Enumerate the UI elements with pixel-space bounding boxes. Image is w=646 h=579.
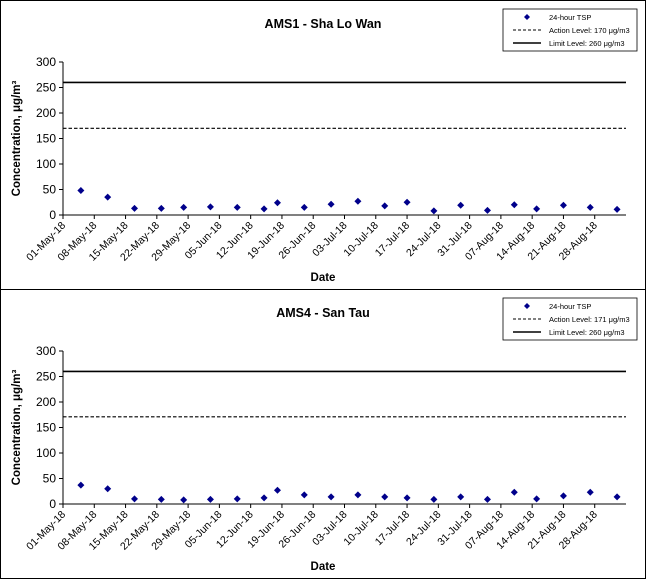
chart-panel-ams1: AMS1 - Sha Lo Wan 24-hour TSP Action Level… xyxy=(0,0,646,290)
y-tick-label: 250 xyxy=(36,370,56,384)
chart-title: AMS1 - Sha Lo Wan xyxy=(265,17,382,31)
chart-panel-ams4: AMS4 - San Tau 24-hour TSP Action Level: 1… xyxy=(0,289,646,579)
x-axis-title: Date xyxy=(311,272,336,284)
y-tick-label: 150 xyxy=(36,132,56,146)
legend: 24-hour TSP Action Level: 171 μg/m3 Limit … xyxy=(502,297,638,341)
data-point xyxy=(457,201,465,209)
data-point xyxy=(430,207,438,215)
data-point xyxy=(586,203,594,211)
data-point xyxy=(327,493,335,501)
data-point xyxy=(430,495,438,503)
y-tick-label: 300 xyxy=(36,344,56,358)
y-axis-title: Concentration, μg/m³ xyxy=(11,370,23,486)
legend-marker-tsp xyxy=(524,303,530,309)
legend-marker-tsp xyxy=(524,14,530,20)
data-point xyxy=(157,495,165,503)
data-point xyxy=(533,495,541,503)
data-point xyxy=(300,491,308,499)
data-point xyxy=(130,495,138,503)
legend-entry: Limit Level: 260 μg/m3 xyxy=(549,328,625,337)
legend-entry: Action Level: 170 μg/m3 xyxy=(549,26,630,35)
data-point xyxy=(510,488,518,496)
data-point xyxy=(180,203,188,211)
x-axis-title: Date xyxy=(311,561,336,573)
y-axis-title: Concentration, μg/m³ xyxy=(11,81,23,197)
data-point xyxy=(354,197,362,205)
data-point xyxy=(457,493,465,501)
data-point xyxy=(273,486,281,494)
data-point xyxy=(327,200,335,208)
data-point xyxy=(559,201,567,209)
y-tick-label: 200 xyxy=(36,106,56,120)
y-tick-label: 50 xyxy=(43,183,57,197)
data-point xyxy=(403,494,411,502)
chart-ams4: AMS4 - San Tau 24-hour TSP Action Level: 1… xyxy=(11,297,638,573)
legend-entry: 24-hour TSP xyxy=(549,13,591,22)
data-point xyxy=(77,481,85,489)
y-tick-label: 100 xyxy=(36,446,56,460)
data-point xyxy=(206,203,214,211)
data-point xyxy=(104,485,112,493)
data-point xyxy=(104,193,112,201)
data-point xyxy=(483,206,491,214)
y-tick-label: 0 xyxy=(49,208,56,222)
data-point xyxy=(233,495,241,503)
y-tick-label: 0 xyxy=(49,497,56,511)
data-point xyxy=(157,204,165,212)
chart-title: AMS4 - San Tau xyxy=(276,306,370,320)
data-point xyxy=(180,496,188,504)
y-tick-label: 100 xyxy=(36,157,56,171)
data-point xyxy=(533,205,541,213)
legend-entry: Action Level: 171 μg/m3 xyxy=(549,315,630,324)
legend-entry: Limit Level: 260 μg/m3 xyxy=(549,39,625,48)
data-point xyxy=(403,198,411,206)
y-tick-label: 150 xyxy=(36,421,56,435)
data-point xyxy=(381,202,389,210)
data-point xyxy=(260,494,268,502)
data-point xyxy=(381,493,389,501)
data-point xyxy=(77,187,85,195)
data-point xyxy=(613,205,621,213)
data-point xyxy=(354,491,362,499)
y-tick-label: 250 xyxy=(36,81,56,95)
data-point xyxy=(483,495,491,503)
data-point xyxy=(559,492,567,500)
data-point xyxy=(510,201,518,209)
y-tick-label: 50 xyxy=(43,472,57,486)
data-point xyxy=(130,204,138,212)
data-point xyxy=(273,199,281,207)
legend: 24-hour TSP Action Level: 170 μg/m3 Limit … xyxy=(502,8,638,52)
chart-ams1: AMS1 - Sha Lo Wan 24-hour TSP Action Level… xyxy=(11,8,638,284)
data-point xyxy=(260,205,268,213)
data-point xyxy=(206,495,214,503)
legend-entry: 24-hour TSP xyxy=(549,302,591,311)
y-tick-label: 300 xyxy=(36,55,56,69)
data-point xyxy=(613,493,621,501)
data-point xyxy=(233,203,241,211)
data-point xyxy=(300,203,308,211)
y-tick-label: 200 xyxy=(36,395,56,409)
data-point xyxy=(586,488,594,496)
